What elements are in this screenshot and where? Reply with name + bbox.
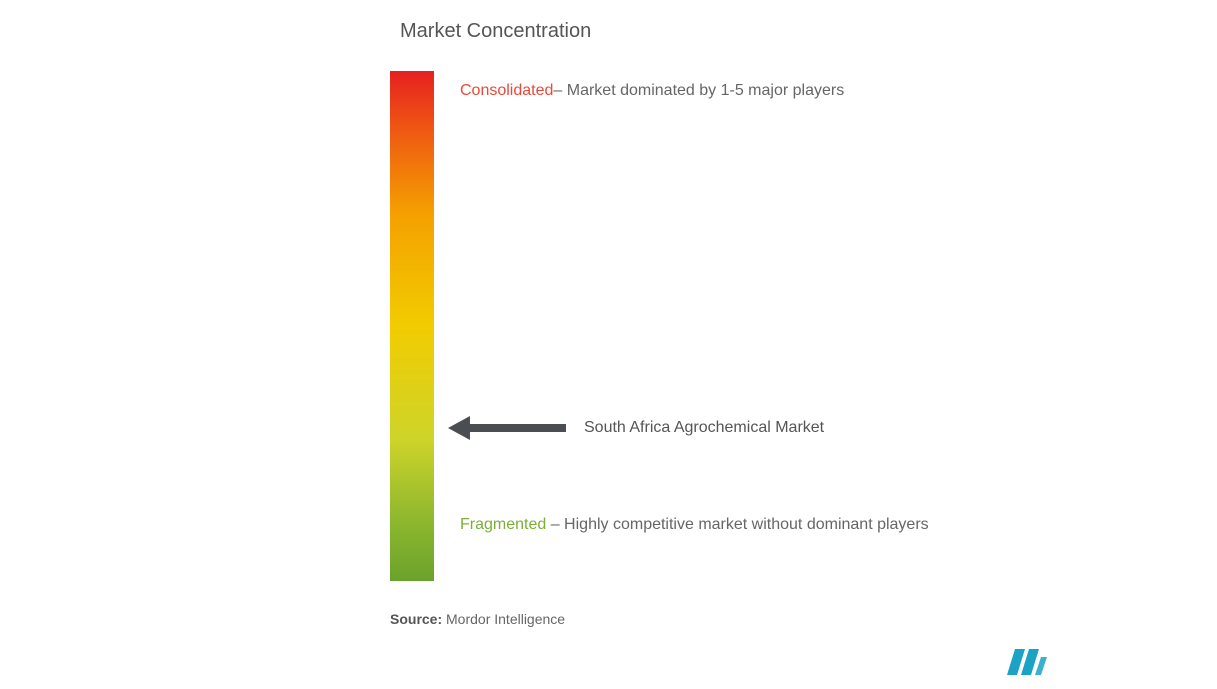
chart-container: Market Concentration Consolidated– Marke…	[390, 20, 950, 627]
consolidated-desc: – Market dominated by 1-5 major players	[553, 82, 844, 99]
chart-title: Market Concentration	[400, 20, 950, 43]
market-pointer: South Africa Agrochemical Market	[448, 414, 824, 442]
pointer-label: South Africa Agrochemical Market	[584, 416, 824, 439]
content-row: Consolidated– Market dominated by 1-5 ma…	[390, 71, 950, 581]
fragmented-keyword: Fragmented	[460, 516, 546, 533]
source-label: Source:	[390, 611, 442, 627]
labels-column: Consolidated– Market dominated by 1-5 ma…	[460, 71, 950, 581]
fragmented-desc: – Highly competitive market without domi…	[546, 516, 928, 533]
consolidated-label: Consolidated– Market dominated by 1-5 ma…	[460, 77, 950, 104]
brand-logo-icon	[1007, 649, 1047, 675]
source-value: Mordor Intelligence	[446, 611, 565, 627]
source-line: Source: Mordor Intelligence	[390, 611, 950, 627]
concentration-gradient-bar	[390, 71, 434, 581]
fragmented-label: Fragmented – Highly competitive market w…	[460, 511, 950, 540]
consolidated-keyword: Consolidated	[460, 82, 553, 99]
arrow-left-icon	[448, 414, 566, 442]
